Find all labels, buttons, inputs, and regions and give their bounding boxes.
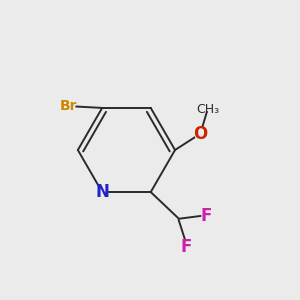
Circle shape: [62, 100, 75, 113]
Circle shape: [182, 242, 191, 251]
Circle shape: [195, 128, 206, 139]
Text: CH₃: CH₃: [197, 103, 220, 116]
Text: F: F: [201, 207, 212, 225]
Circle shape: [97, 187, 107, 197]
Text: N: N: [95, 183, 109, 201]
Circle shape: [202, 211, 211, 220]
Text: O: O: [193, 125, 207, 143]
Text: Br: Br: [59, 100, 77, 113]
Text: F: F: [180, 238, 192, 256]
